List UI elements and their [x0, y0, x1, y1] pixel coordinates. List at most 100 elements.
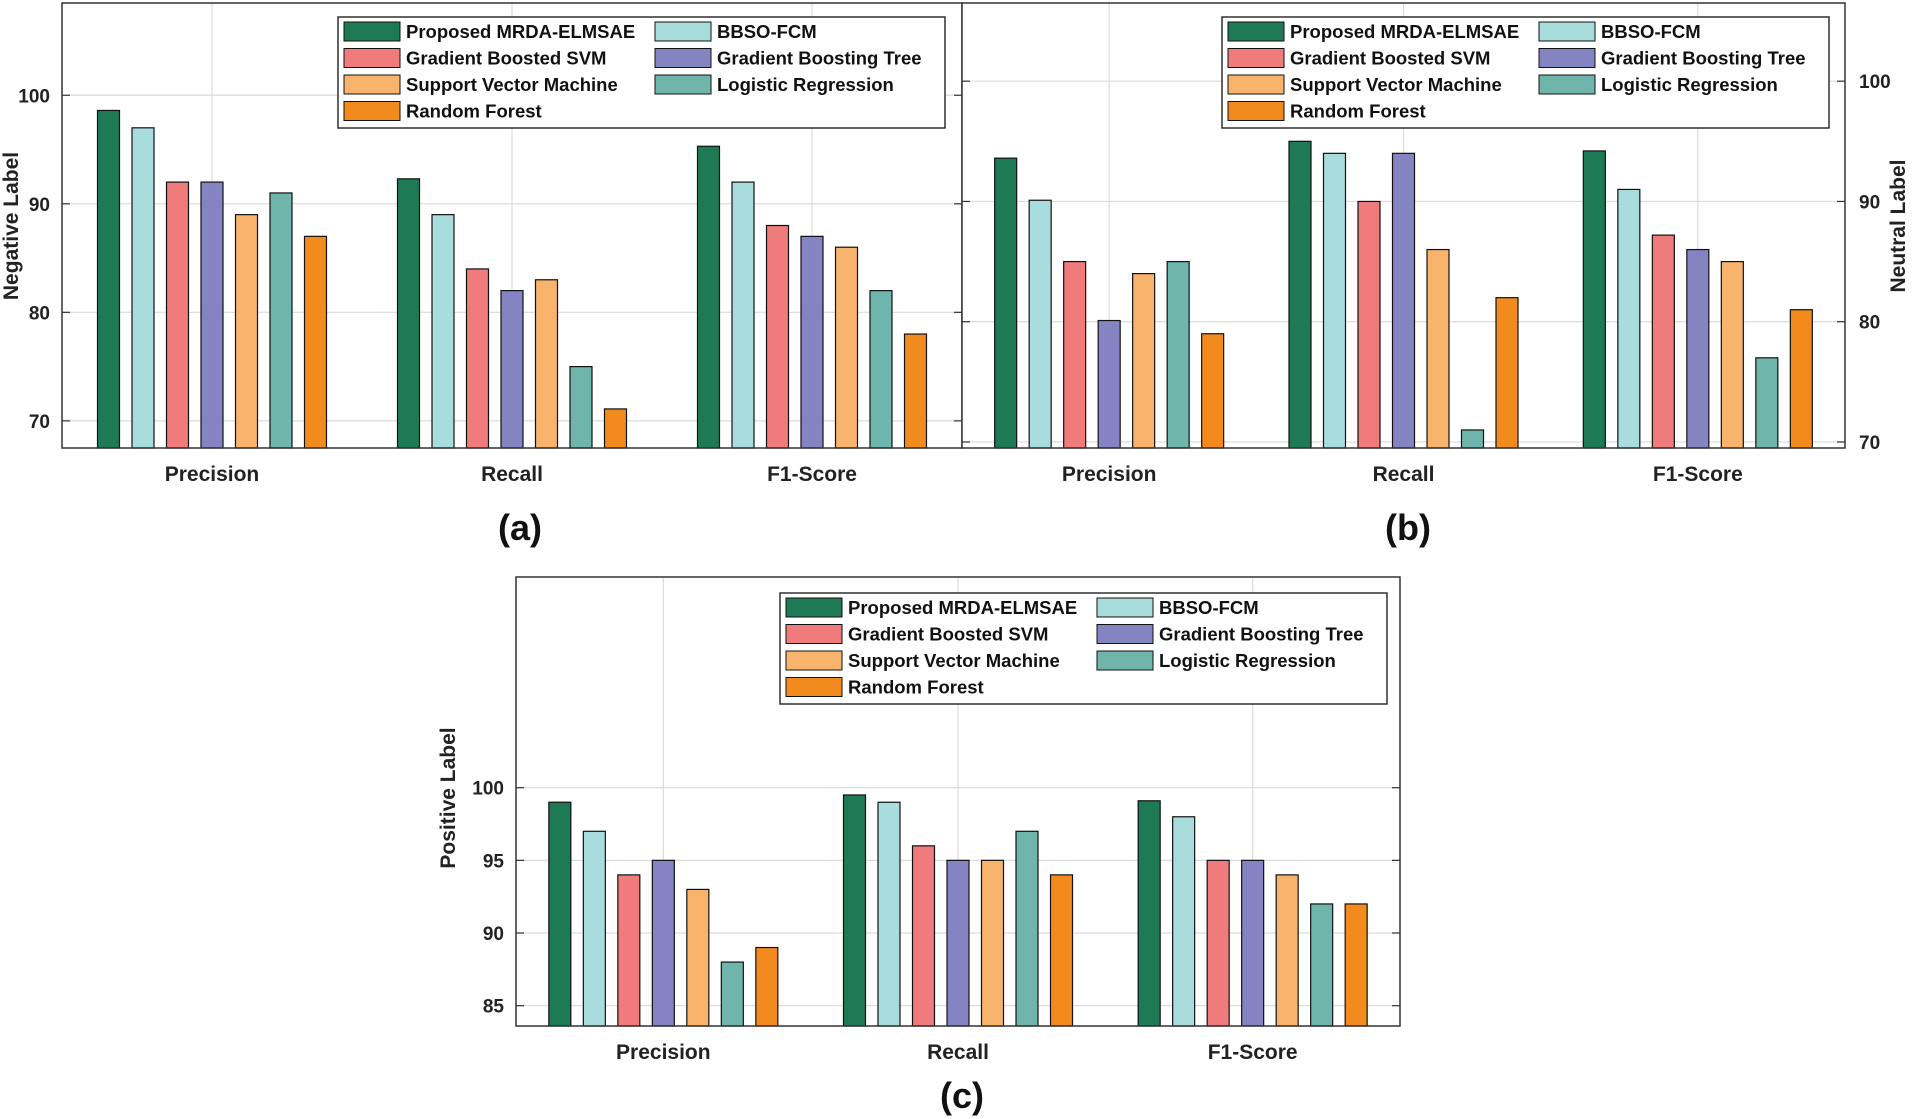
legend-label: Gradient Boosting Tree [1601, 48, 1806, 69]
bar-proposed-mrda-elmsae-f1-score [1137, 800, 1161, 1027]
y-tick-label: 80 [1859, 313, 1880, 334]
bar-bbso-fcm-precision [582, 830, 606, 1027]
legend-label: Proposed MRDA-ELMSAE [1290, 21, 1519, 42]
panel-caption: (c) [940, 1075, 984, 1116]
y-tick-label: 95 [483, 851, 505, 872]
bar-support-vector-machine-f1-score [1275, 874, 1299, 1027]
bar-gradient-boosting-tree-precision [651, 859, 675, 1027]
bar-logistic-regression-recall [569, 365, 593, 449]
legend-swatch [1096, 650, 1154, 671]
bar-gradient-boosted-svm-f1-score [765, 224, 790, 449]
legend-box [337, 16, 946, 129]
y-tick-label: 90 [1859, 192, 1880, 213]
bar-gradient-boosting-tree-f1-score [800, 235, 824, 449]
x-tick-label: F1-Score [767, 463, 857, 486]
bar-random-forest-precision [1201, 333, 1225, 449]
bar-proposed-mrda-elmsae-f1-score [1582, 150, 1606, 449]
bar-bbso-fcm-recall [1322, 152, 1347, 449]
legend-label: Gradient Boosted SVM [1290, 48, 1490, 69]
axes-frame [515, 576, 1401, 1027]
bar-random-forest-f1-score [1789, 309, 1813, 449]
bar-logistic-regression-recall [1015, 830, 1039, 1027]
legend-swatch [654, 74, 712, 95]
chart-panel-a: 70 80 90 100 Precision Recall F1-Score Negative… [0, 2, 963, 548]
legend-label: Logistic Regression [1601, 74, 1778, 95]
bar-support-vector-machine-precision [686, 888, 710, 1027]
y-tick-label: 100 [1859, 72, 1891, 93]
bar-gradient-boosted-svm-recall [911, 845, 936, 1027]
x-tick-label: Recall [927, 1041, 989, 1064]
legend-swatch [1227, 48, 1285, 68]
bar-bbso-fcm-f1-score [1172, 816, 1196, 1027]
y-tick-label: 90 [29, 195, 50, 216]
legend-label: Logistic Regression [717, 74, 894, 95]
x-tick-label: Precision [165, 463, 260, 486]
x-tick-label: Recall [1373, 463, 1435, 486]
bar-gradient-boosted-svm-f1-score [1206, 859, 1230, 1027]
legend-label: Gradient Boosted SVM [848, 624, 1048, 645]
bar-support-vector-machine-recall [1426, 248, 1450, 449]
legend: Proposed MRDA-ELMSAE BBSO-FCM Gradient Boo… [1221, 16, 1830, 129]
bar-proposed-mrda-elmsae-precision [994, 157, 1018, 449]
bar-support-vector-machine-f1-score [834, 246, 859, 449]
legend-swatch [1096, 597, 1154, 618]
legend-label: Random Forest [406, 101, 542, 122]
legend-label: Proposed MRDA-ELMSAE [848, 597, 1077, 618]
bar-gradient-boosted-svm-f1-score [1651, 234, 1675, 449]
legend-label: Logistic Regression [1159, 650, 1336, 671]
bar-random-forest-f1-score [1344, 903, 1368, 1027]
legend: Proposed MRDA-ELMSAE BBSO-FCM Gradient Boo… [779, 592, 1388, 705]
legend-label: Support Vector Machine [406, 74, 618, 95]
bar-logistic-regression-precision [1166, 260, 1190, 449]
bar-gradient-boosting-tree-recall [500, 290, 524, 449]
y-tick-label: 85 [483, 997, 505, 1018]
legend-swatch [1538, 21, 1596, 42]
legend-swatch [1227, 101, 1285, 121]
x-tick-label: F1-Score [1653, 463, 1743, 486]
y-axis-label: Positive Label [437, 727, 460, 868]
bar-gradient-boosted-svm-recall [1357, 200, 1381, 449]
legend-swatch [1538, 48, 1596, 68]
legend-label: Gradient Boosting Tree [717, 48, 922, 69]
legend-swatch [654, 48, 712, 68]
bar-proposed-mrda-elmsae-precision [548, 801, 572, 1027]
panel-caption: (b) [1385, 507, 1431, 548]
y-tick-label: 100 [18, 86, 50, 107]
x-tick-label: Recall [481, 463, 543, 486]
bar-random-forest-recall [1049, 874, 1074, 1027]
y-axis-label: Negative Label [0, 152, 23, 300]
bar-bbso-fcm-precision [1028, 199, 1052, 449]
legend-label: Support Vector Machine [1290, 74, 1502, 95]
legend-swatch [785, 624, 843, 644]
chart-panel-c: 85 90 95 100 Precision Recall F1-Score Positive… [437, 576, 1401, 1116]
bar-gradient-boosting-tree-recall [946, 859, 970, 1027]
legend-box [779, 592, 1388, 705]
bar-gradient-boosting-tree-precision [200, 181, 224, 449]
bar-proposed-mrda-elmsae-f1-score [696, 145, 721, 449]
bar-gradient-boosting-tree-f1-score [1686, 248, 1710, 449]
legend-label: Support Vector Machine [848, 650, 1060, 671]
y-axis-label: Neutral Label [1887, 159, 1910, 292]
legend-label: BBSO-FCM [1601, 21, 1701, 42]
x-tick-label: Precision [616, 1041, 711, 1064]
legend-label: Gradient Boosting Tree [1159, 624, 1364, 645]
legend-swatch [654, 21, 712, 42]
legend-swatch [785, 677, 843, 697]
bar-proposed-mrda-elmsae-recall [842, 794, 867, 1027]
bar-proposed-mrda-elmsae-recall [1288, 140, 1312, 449]
bar-support-vector-machine-f1-score [1720, 260, 1744, 449]
bar-gradient-boosted-svm-precision [617, 874, 641, 1027]
legend-swatch [343, 101, 401, 121]
legend-label: Random Forest [1290, 101, 1426, 122]
bar-support-vector-machine-recall [980, 859, 1005, 1027]
bar-random-forest-f1-score [903, 333, 928, 449]
x-tick-label: F1-Score [1208, 1041, 1298, 1064]
bar-random-forest-precision [755, 946, 779, 1027]
legend: Proposed MRDA-ELMSAE BBSO-FCM Gradient Boo… [337, 16, 946, 129]
legend-swatch [343, 21, 401, 42]
legend-swatch [1096, 624, 1154, 644]
legend-swatch [785, 597, 843, 618]
bar-gradient-boosted-svm-precision [1063, 260, 1087, 449]
bar-logistic-regression-f1-score [1310, 903, 1334, 1027]
bar-bbso-fcm-precision [131, 127, 155, 449]
